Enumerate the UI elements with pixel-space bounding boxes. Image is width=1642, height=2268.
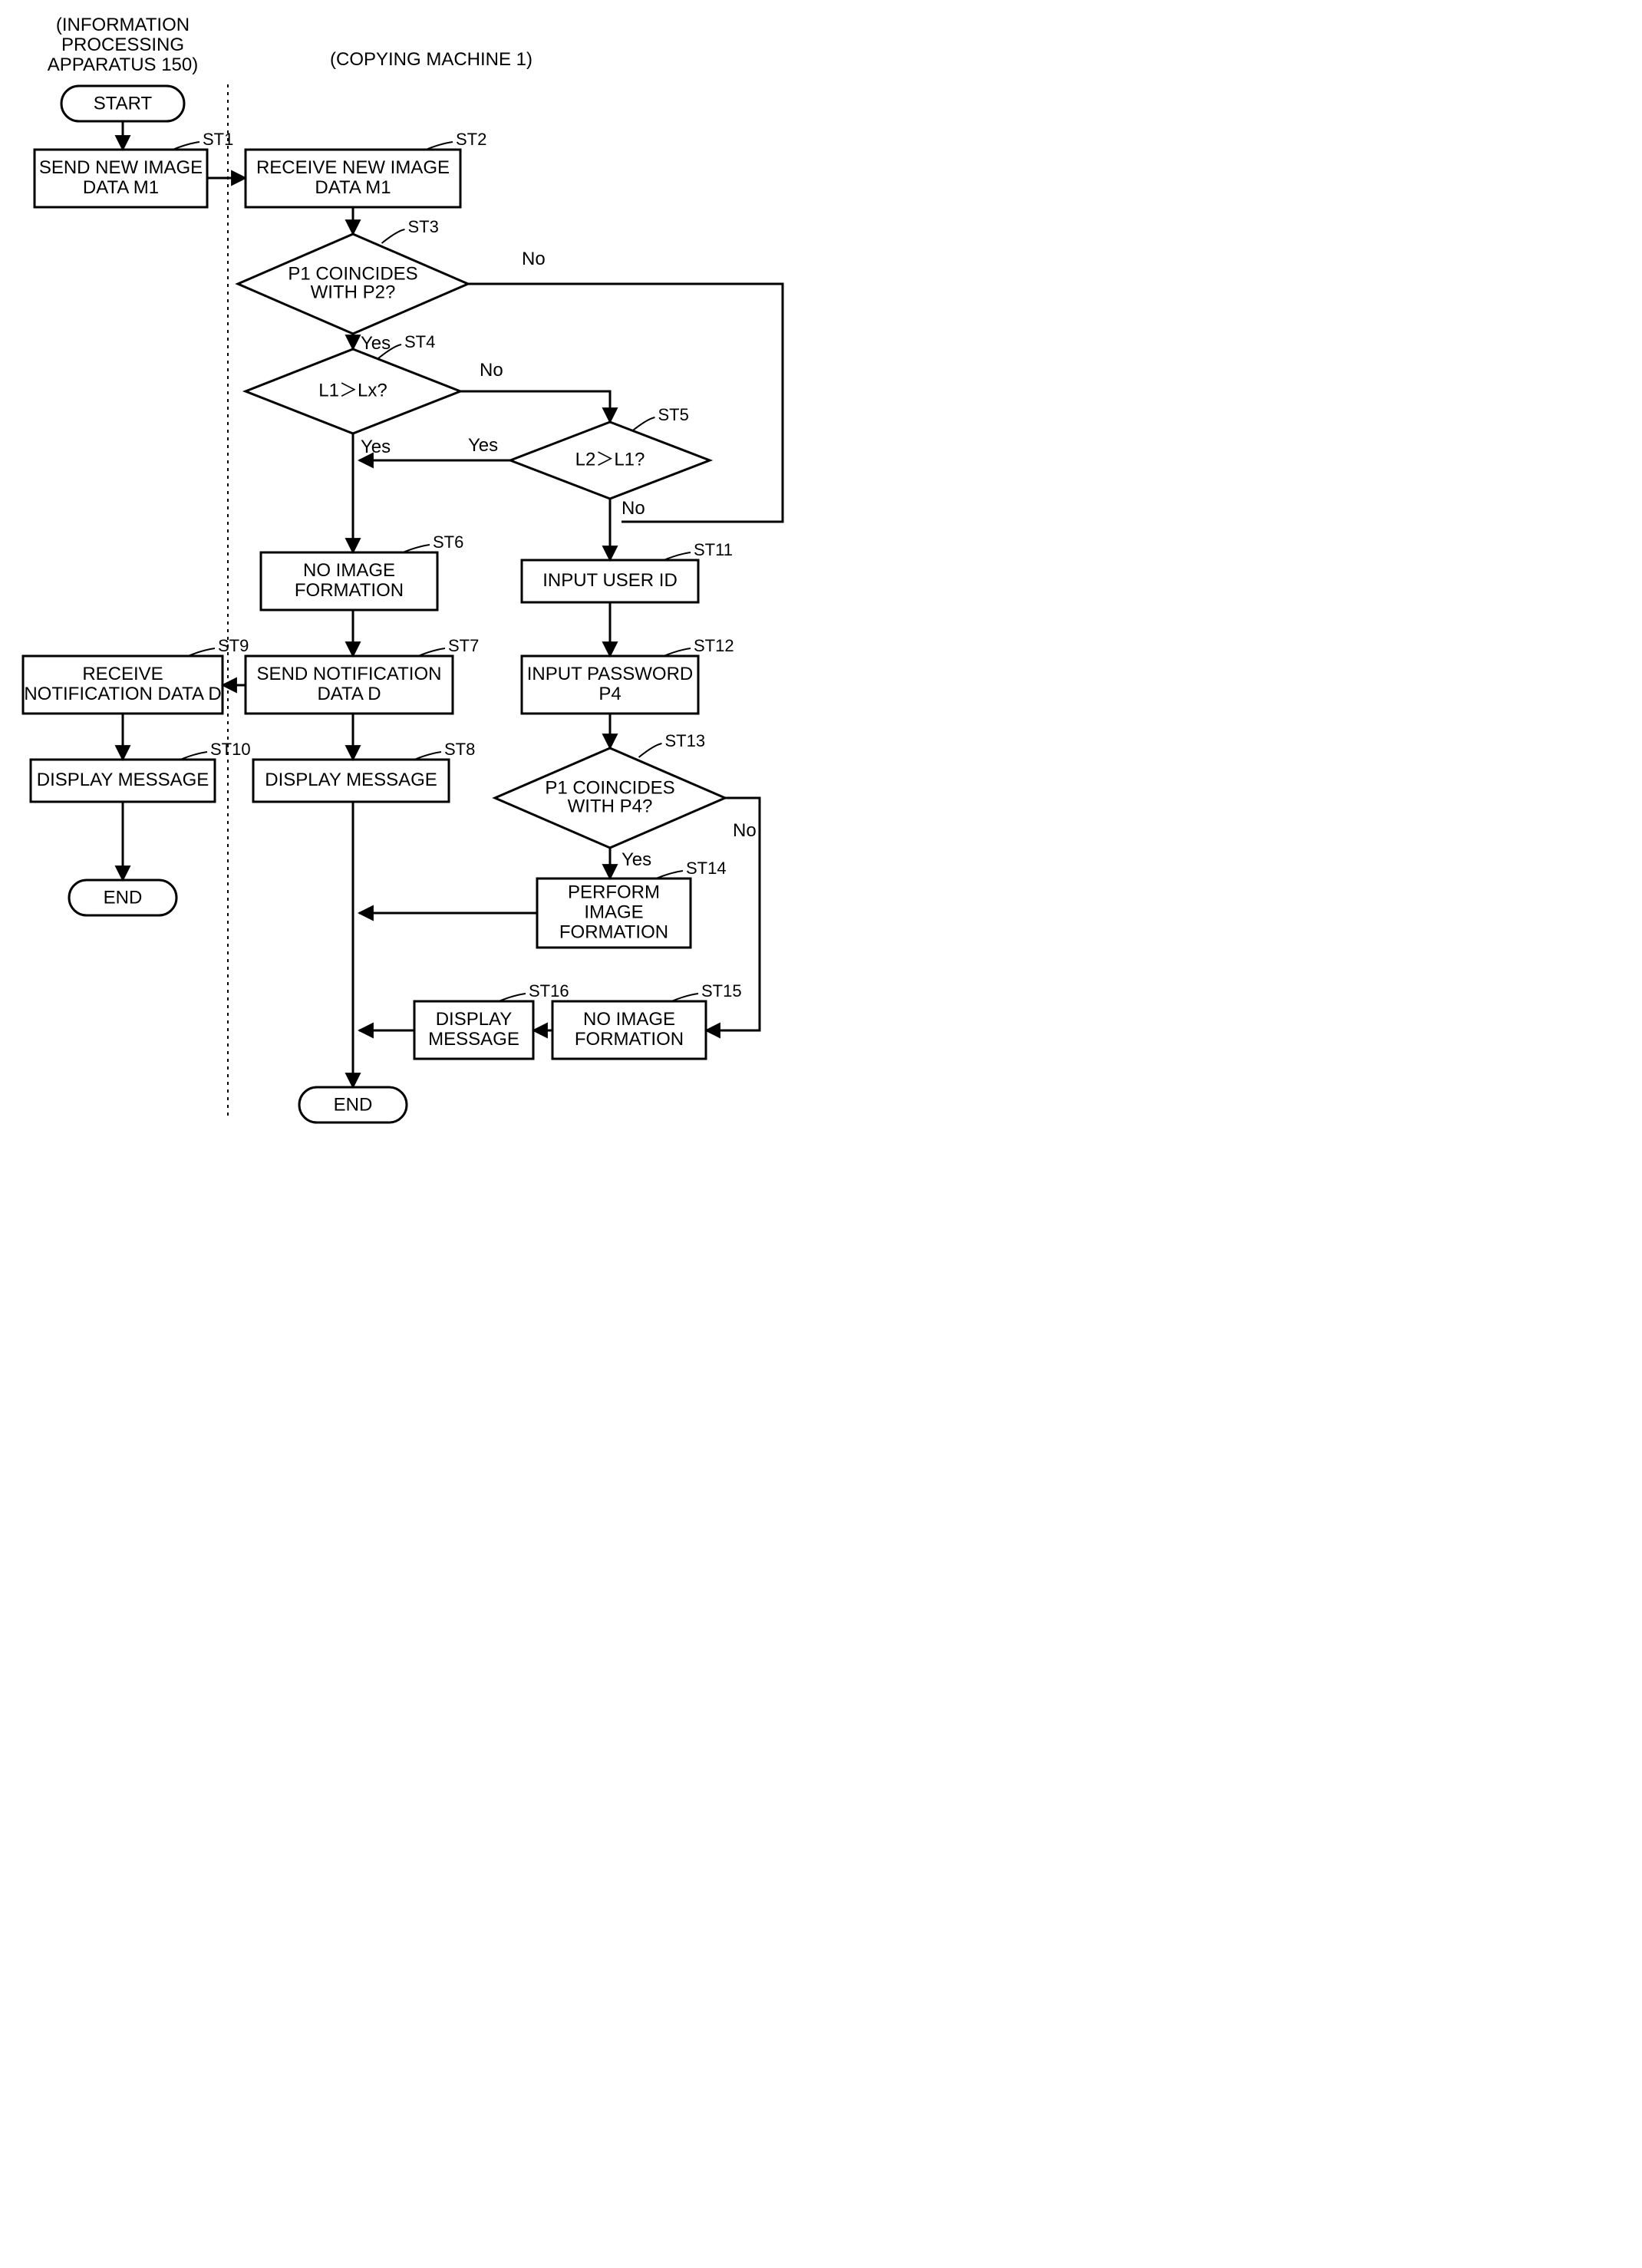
svg-text:DISPLAY: DISPLAY [436,1009,513,1030]
svg-text:WITH P4?: WITH P4? [568,796,653,816]
label-st4-yes: Yes [361,437,391,457]
svg-text:P4: P4 [598,684,621,704]
decision-st3: P1 COINCIDESWITH P2? ST3 [238,217,468,334]
svg-text:SEND NOTIFICATION: SEND NOTIFICATION [257,664,442,684]
svg-text:ST16: ST16 [529,981,569,1000]
svg-text:ST7: ST7 [448,636,479,655]
svg-text:ST13: ST13 [665,731,706,750]
step-st14: PERFORMIMAGEFORMATION ST14 [537,859,727,948]
flowchart-canvas: (INFORMATIONPROCESSINGAPPARATUS 150) (CO… [0,0,821,1134]
svg-text:FORMATION: FORMATION [575,1029,684,1050]
svg-text:SEND NEW IMAGE: SEND NEW IMAGE [39,157,203,178]
terminal-end-right: END [299,1087,407,1122]
swimlane-header-right: (COPYING MACHINE 1) [330,49,532,70]
label-st5-yes: Yes [468,435,498,456]
svg-text:L2＞L1?: L2＞L1? [575,449,645,470]
svg-text:START: START [94,93,153,114]
svg-text:DATA M1: DATA M1 [315,177,391,198]
svg-text:ST12: ST12 [694,636,734,655]
svg-text:ST10: ST10 [210,740,251,759]
edge-st4-no-st5 [460,391,610,422]
svg-text:END: END [104,887,143,908]
step-st9: RECEIVENOTIFICATION DATA D ST9 [23,636,249,714]
svg-text:END: END [334,1094,373,1115]
svg-text:NO IMAGE: NO IMAGE [583,1009,675,1030]
svg-text:MESSAGE: MESSAGE [428,1029,519,1050]
terminal-end-left: END [69,880,176,915]
svg-text:FORMATION: FORMATION [295,580,404,601]
svg-text:P1 COINCIDES: P1 COINCIDES [288,263,417,284]
svg-text:DISPLAY MESSAGE: DISPLAY MESSAGE [37,770,209,790]
swimlane-header-left: (INFORMATIONPROCESSINGAPPARATUS 150) [48,15,199,75]
svg-text:IMAGE: IMAGE [584,902,643,922]
label-st13-yes: Yes [622,849,651,870]
step-st11: INPUT USER ID ST11 [522,540,733,602]
svg-text:INPUT PASSWORD: INPUT PASSWORD [527,664,693,684]
decision-st13: P1 COINCIDESWITH P4? ST13 [495,731,725,848]
svg-text:FORMATION: FORMATION [559,921,668,942]
step-st8: DISPLAY MESSAGE ST8 [253,740,475,802]
svg-text:ST2: ST2 [456,130,486,149]
svg-text:NO IMAGE: NO IMAGE [303,560,395,581]
svg-text:RECEIVE NEW IMAGE: RECEIVE NEW IMAGE [256,157,450,178]
svg-text:INPUT USER ID: INPUT USER ID [542,570,678,591]
svg-text:RECEIVE: RECEIVE [82,664,163,684]
step-st1: SEND NEW IMAGEDATA M1 ST1 [35,130,233,207]
label-st4-no: No [480,360,503,381]
label-st5-no: No [622,498,645,519]
step-st10: DISPLAY MESSAGEST10 [31,740,251,802]
svg-text:ST8: ST8 [444,740,475,759]
svg-text:P1 COINCIDES: P1 COINCIDES [545,777,674,798]
svg-text:ST9: ST9 [218,636,249,655]
svg-text:ST15: ST15 [701,981,742,1000]
step-st16: DISPLAYMESSAGE ST16 [414,981,569,1059]
svg-text:DATA M1: DATA M1 [83,177,159,198]
svg-text:ST4: ST4 [404,332,435,351]
svg-text:ST11: ST11 [694,540,733,559]
step-st6: NO IMAGEFORMATION ST6 [261,532,463,610]
svg-text:ST6: ST6 [433,532,463,552]
svg-text:ST1: ST1 [203,130,233,149]
label-st13-no: No [733,820,757,841]
svg-text:NOTIFICATION DATA D: NOTIFICATION DATA D [24,684,221,704]
step-st2: RECEIVE NEW IMAGEDATA M1 ST2 [246,130,486,207]
label-st3-no: No [522,249,546,269]
step-st12: INPUT PASSWORDP4 ST12 [522,636,734,714]
step-st15: NO IMAGEFORMATION ST15 [552,981,742,1059]
svg-text:WITH P2?: WITH P2? [311,282,396,302]
terminal-start: START [61,86,184,121]
step-st7: SEND NOTIFICATIONDATA D ST7 [246,636,479,714]
svg-text:ST14: ST14 [686,859,727,878]
svg-text:ST5: ST5 [658,405,689,424]
svg-text:L1＞Lx?: L1＞Lx? [318,380,387,401]
svg-text:DISPLAY MESSAGE: DISPLAY MESSAGE [265,770,437,790]
svg-text:PERFORM: PERFORM [568,882,660,902]
svg-text:DATA D: DATA D [317,684,381,704]
svg-text:ST3: ST3 [408,217,439,236]
label-st3-yes: Yes [361,333,391,354]
